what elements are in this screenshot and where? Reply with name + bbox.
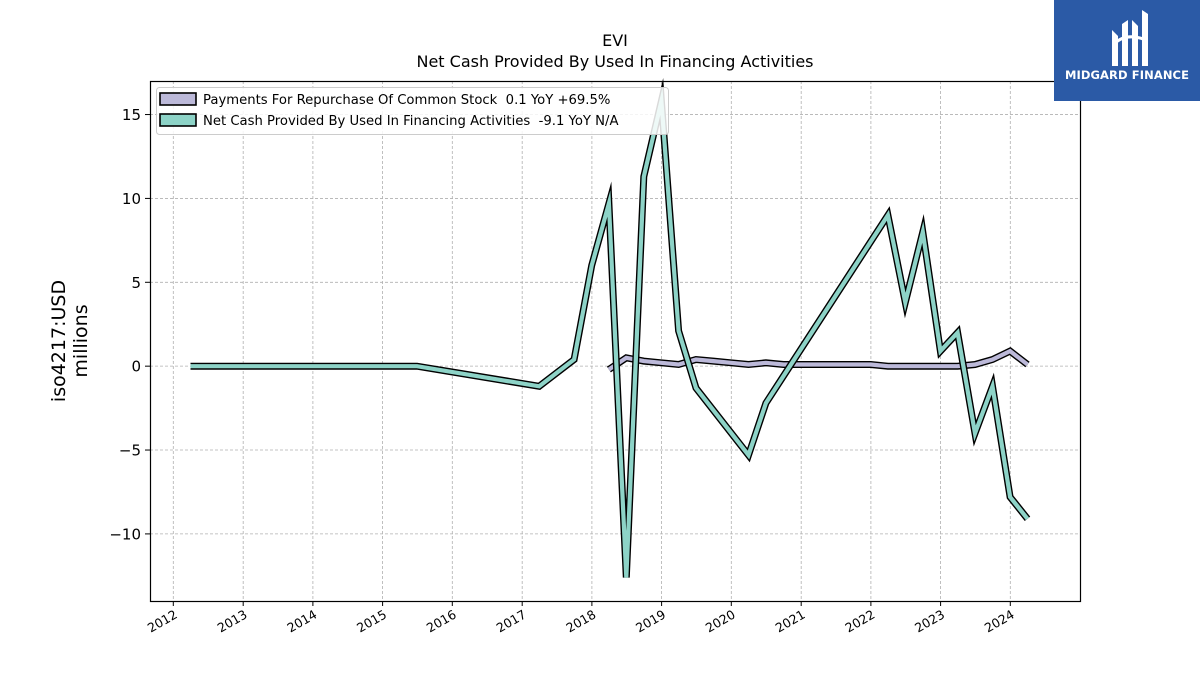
x-tick-label: 2021 [773, 607, 808, 636]
series-lines [190, 78, 1031, 578]
y-tick-label: 0 [131, 358, 141, 376]
legend: Payments For Repurchase Of Common Stock … [156, 87, 669, 135]
legend-swatch [159, 113, 197, 127]
series-line-outline-2 [190, 78, 1031, 578]
chart-subtitle: Net Cash Provided By Used In Financing A… [416, 52, 814, 71]
series-line-2 [190, 87, 1030, 578]
x-tick-label: 2012 [145, 607, 180, 636]
y-tick-label: 5 [131, 274, 141, 292]
legend-box [156, 87, 669, 135]
x-tick-label: 2013 [215, 607, 250, 636]
legend-label: Net Cash Provided By Used In Financing A… [203, 114, 619, 129]
x-tick-label: 2023 [912, 607, 947, 636]
y-axis-label: iso4217:USD millions [48, 280, 92, 402]
x-tick-label: 2016 [424, 607, 459, 636]
x-tick-label: 2022 [842, 607, 877, 636]
logo-mark-icon [1112, 10, 1148, 66]
x-tick-label: 2017 [494, 607, 529, 636]
y-tick-label: −5 [119, 442, 141, 460]
x-tick-label: 2014 [284, 607, 319, 636]
x-tick-label: 2020 [703, 607, 738, 636]
logo-text: MIDGARD FINANCE [1064, 68, 1190, 82]
y-axis-label-line1: iso4217:USD [48, 280, 70, 402]
x-tick-label: 2024 [982, 607, 1017, 636]
plot-frame [149, 80, 1082, 603]
chart-title: EVI [602, 31, 628, 50]
x-tick-label: 2015 [354, 607, 389, 636]
legend-swatch [159, 92, 197, 106]
legend-label: Payments For Repurchase Of Common Stock … [203, 93, 610, 108]
x-tick-label: 2018 [563, 607, 598, 636]
x-tick-label: 2019 [633, 607, 668, 636]
y-tick-label: −10 [109, 525, 141, 543]
y-tick-label: 15 [122, 106, 141, 124]
y-axis-label-line2: millions [70, 304, 92, 377]
midgard-finance-logo: MIDGARD FINANCE [1054, 0, 1200, 101]
y-tick-label: 10 [122, 190, 141, 208]
